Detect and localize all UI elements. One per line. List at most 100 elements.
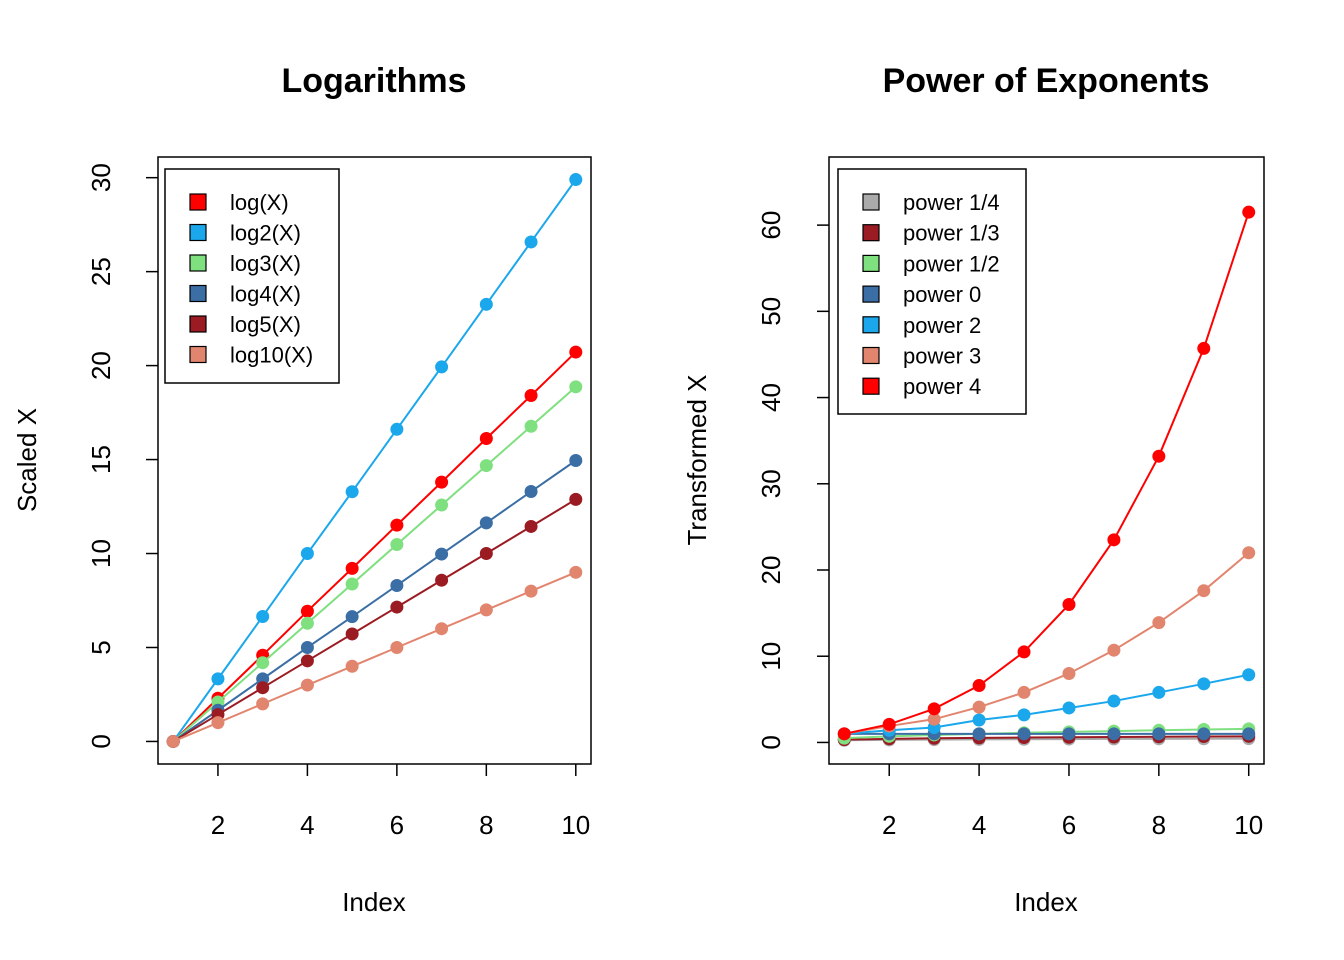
data-point — [435, 475, 449, 489]
data-point — [882, 717, 896, 731]
series-line — [172, 498, 577, 743]
data-point — [345, 577, 359, 591]
y-tick-label: 5 — [86, 640, 116, 654]
data-point — [166, 734, 180, 748]
y-tick-label: 20 — [756, 556, 786, 585]
data-point — [972, 727, 986, 741]
data-point — [479, 516, 493, 530]
data-point — [435, 622, 449, 636]
data-point — [479, 459, 493, 473]
data-point — [256, 681, 270, 695]
data-point — [390, 422, 404, 436]
legend-label: power 4 — [903, 374, 981, 399]
x-axis-label: Index — [342, 887, 406, 917]
x-tick-label: 10 — [561, 810, 590, 840]
x-tick-label: 2 — [882, 810, 896, 840]
legend-swatch — [862, 193, 880, 211]
x-axis-label: Index — [1014, 887, 1078, 917]
data-point — [569, 173, 583, 187]
data-point — [972, 679, 986, 693]
data-point — [524, 519, 538, 533]
legend-swatch — [189, 223, 207, 242]
data-point — [390, 578, 404, 592]
data-point — [345, 627, 359, 641]
data-point — [300, 547, 314, 561]
data-point — [569, 380, 583, 394]
y-tick-label: 40 — [756, 383, 786, 412]
axis-ticks: 2 4 6 8 10 0 10 20 30 40 50 60 — [756, 211, 1263, 840]
data-point — [1242, 546, 1256, 560]
data-point — [479, 432, 493, 446]
legend-label: log5(X) — [230, 312, 301, 337]
chart-title: Power of Exponents — [883, 62, 1210, 100]
series-line — [172, 571, 577, 743]
data-point — [1017, 685, 1031, 699]
legend-swatch — [862, 316, 880, 334]
data-point — [479, 547, 493, 561]
data-point — [1017, 727, 1031, 741]
legend-swatch — [189, 345, 207, 364]
data-point — [1062, 666, 1076, 680]
data-point — [1107, 533, 1121, 547]
data-point — [524, 235, 538, 249]
y-tick-label: 30 — [756, 469, 786, 498]
data-point — [390, 518, 404, 532]
series-line — [172, 351, 577, 743]
legend-swatch — [189, 254, 207, 272]
legend-label: log2(X) — [230, 221, 301, 246]
data-point — [1197, 341, 1211, 355]
data-point — [524, 584, 538, 598]
legend-label: power 1/4 — [903, 190, 1000, 215]
data-point — [256, 697, 270, 711]
y-tick-label: 50 — [756, 297, 786, 326]
data-point — [1062, 597, 1076, 611]
data-point — [1197, 584, 1211, 598]
y-tick-label: 10 — [756, 642, 786, 671]
series-line — [844, 673, 1249, 735]
data-point — [390, 600, 404, 614]
data-point — [435, 360, 449, 374]
data-point — [524, 388, 538, 402]
data-point — [1197, 727, 1211, 741]
data-point — [1107, 727, 1121, 741]
plot-frame — [157, 156, 592, 765]
data-point — [300, 678, 314, 692]
y-tick-label: 25 — [86, 257, 116, 286]
legend-label: power 0 — [903, 282, 981, 307]
data-point — [345, 561, 359, 575]
series-line — [844, 737, 1249, 742]
series-line — [844, 551, 1250, 735]
data-point — [390, 538, 404, 552]
x-tick-label: 8 — [479, 810, 493, 840]
legend-swatch — [189, 284, 207, 303]
data-point — [927, 712, 941, 726]
data-point — [569, 454, 583, 467]
data-point — [569, 492, 583, 506]
series-line — [844, 735, 1249, 741]
legend-label: power 1/3 — [903, 221, 1000, 246]
legend-swatch — [189, 193, 207, 211]
data-point — [1017, 645, 1031, 659]
data-point — [435, 547, 449, 561]
data-point — [1152, 449, 1166, 463]
data-marks — [166, 173, 583, 748]
data-point — [345, 485, 359, 499]
legend-swatch — [862, 285, 880, 303]
series-line — [172, 459, 577, 743]
data-point — [837, 727, 851, 741]
legend-label: log(X) — [230, 190, 289, 215]
y-tick-label: 20 — [86, 351, 116, 380]
data-point — [1242, 727, 1256, 741]
legend-label: log10(X) — [230, 343, 313, 368]
legend-swatch — [189, 315, 207, 333]
legend-label: log4(X) — [230, 282, 301, 307]
data-point — [1107, 694, 1121, 708]
legend-swatch — [862, 254, 880, 272]
data-point — [345, 659, 359, 673]
data-point — [1107, 643, 1121, 657]
x-tick-label: 2 — [211, 810, 225, 840]
data-point — [524, 485, 538, 499]
data-point — [1062, 727, 1076, 741]
y-axis-label: Transformed X — [682, 375, 712, 546]
